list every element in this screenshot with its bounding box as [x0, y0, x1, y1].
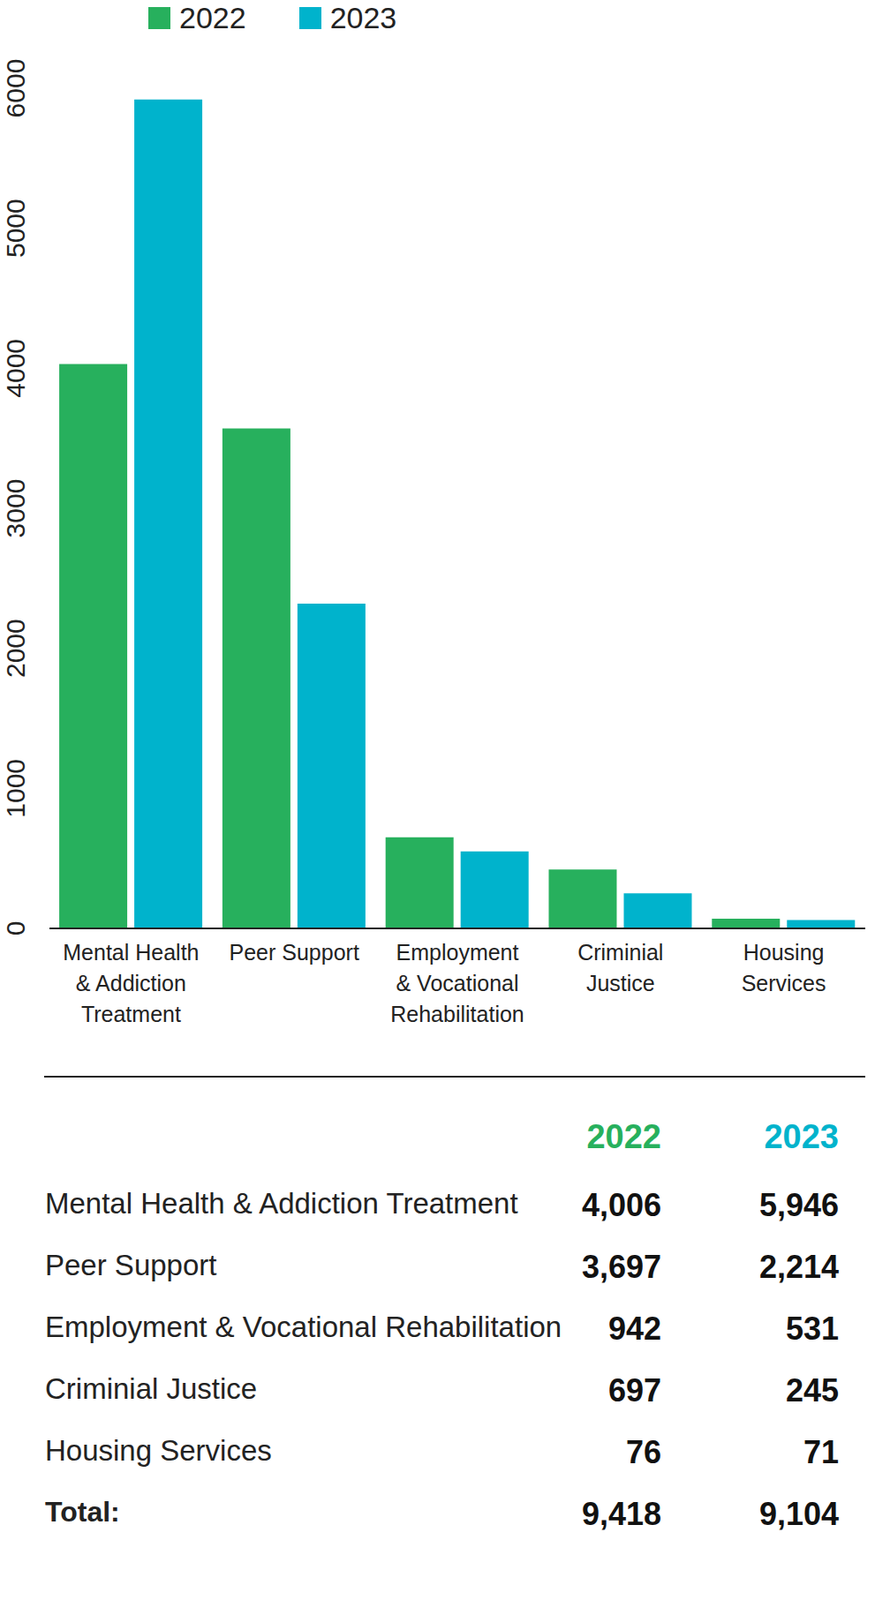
html-text:2023: 2023 [764, 1118, 839, 1156]
svg-text:5000: 5000 [7, 198, 31, 258]
html-text:76: 76 [626, 1434, 662, 1471]
html-text:697: 697 [608, 1372, 662, 1410]
svg-text:6000: 6000 [7, 59, 31, 119]
html-text:4,006: 4,006 [581, 1187, 662, 1224]
html-text:Housing Services: Housing Services [45, 1434, 272, 1468]
svg-text:1000: 1000 [7, 759, 31, 819]
svg-text:0: 0 [7, 921, 31, 937]
html-text:71: 71 [803, 1434, 839, 1471]
html-text:5,946: 5,946 [759, 1187, 839, 1224]
html-text:Total:: Total: [45, 1496, 120, 1529]
html-text:2023: 2023 [329, 0, 397, 35]
html-text:2022: 2022 [586, 1118, 662, 1156]
svg-text:4000: 4000 [7, 339, 31, 399]
html-text:Criminial Justice: Criminial Justice [45, 1372, 258, 1406]
html-text:2022: 2022 [179, 0, 246, 35]
html-text:3,697: 3,697 [581, 1249, 662, 1286]
html-text:531: 531 [785, 1311, 839, 1348]
html-text:942: 942 [608, 1311, 662, 1348]
html-text:245: 245 [785, 1372, 839, 1410]
html-text:9,104: 9,104 [759, 1496, 839, 1533]
html-text:Employment & Vocational Rehabi: Employment & Vocational Rehabilitation [45, 1311, 562, 1344]
html-text:Peer Support: Peer Support [45, 1249, 217, 1283]
html-text:9,418: 9,418 [581, 1496, 662, 1533]
svg-text:3000: 3000 [7, 479, 31, 539]
html-text:Mental Health & Addiction Trea: Mental Health & Addiction Treatment [45, 1187, 518, 1221]
svg-text:Mental Health& AddictionTreatm: Mental Health& AddictionTreatment [62, 940, 199, 1027]
svg-text:Employment& VocationalRehabili: Employment& VocationalRehabilitation [390, 940, 525, 1027]
svg-text:HousingServices: HousingServices [741, 940, 827, 996]
svg-text:CriminialJustice: CriminialJustice [577, 940, 664, 996]
html-text:2,214: 2,214 [759, 1249, 839, 1286]
svg-text:2000: 2000 [7, 618, 31, 679]
svg-text:Peer Support: Peer Support [229, 940, 360, 966]
